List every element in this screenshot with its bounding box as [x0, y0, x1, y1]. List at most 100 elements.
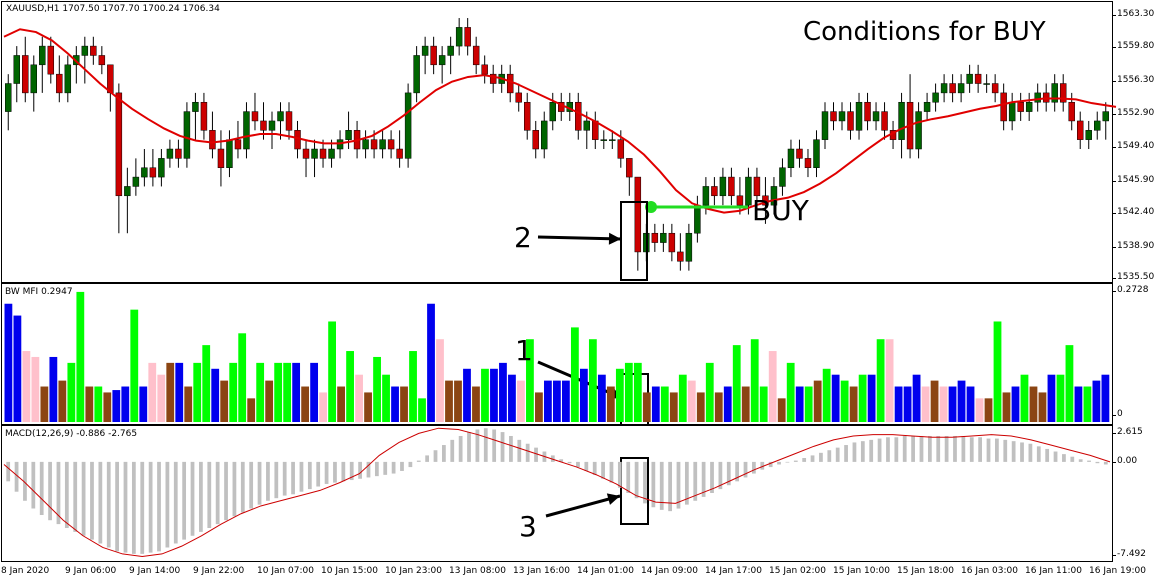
mfi-bar [588, 339, 597, 422]
candle-body [813, 139, 820, 168]
candle-body [702, 186, 710, 206]
signal-box-price [620, 201, 648, 281]
mfi-bar [606, 386, 615, 422]
macd-pane[interactable] [1, 425, 1113, 562]
candle-body [932, 92, 939, 103]
mfi-bar [499, 362, 507, 422]
candle-body [728, 176, 735, 197]
candle-body [1059, 83, 1067, 103]
mfi-bar [813, 380, 822, 422]
time-tick: 15 Jan 02:00 [769, 566, 826, 576]
candle-body [940, 83, 948, 94]
candle-body [668, 232, 676, 253]
mfi-bar [732, 345, 741, 422]
time-tick: 14 Jan 17:00 [705, 566, 762, 576]
candle-body [957, 83, 965, 94]
candle-body [64, 64, 72, 94]
annotation-1: 1 [515, 334, 533, 367]
mfi-bar [31, 356, 40, 422]
mfi-bar [786, 362, 795, 422]
time-tick: 16 Jan 19:00 [1089, 566, 1146, 576]
mfi-bar [750, 339, 759, 422]
candle-body [285, 111, 293, 131]
annotation-3: 3 [519, 510, 537, 543]
candle-body [838, 111, 846, 122]
candle-body [5, 83, 12, 112]
candle-body [30, 64, 38, 94]
mfi-bar [993, 321, 1002, 422]
candle-body [175, 148, 182, 159]
mfi-bar [319, 392, 328, 422]
mfi-bar [247, 398, 256, 422]
mfi-bar [741, 386, 750, 422]
candle-body [694, 204, 701, 234]
candle-body [183, 111, 191, 159]
signal-box-macd [620, 457, 649, 525]
time-tick: 16 Jan 03:00 [961, 566, 1018, 576]
mfi-bar [669, 392, 678, 422]
macd-signal-line [3, 427, 1111, 558]
symbol-header: XAUUSD,H1 1707.50 1707.70 1700.24 1706.3… [6, 4, 220, 14]
mfi-bar [975, 398, 984, 422]
mfi-bar [777, 398, 786, 422]
mfi-bar [103, 392, 112, 422]
mfi-bar [283, 362, 292, 422]
candle-body [1051, 83, 1058, 103]
candle-body [277, 111, 284, 122]
candle-body [124, 186, 131, 197]
candle-body [575, 101, 582, 131]
mfi-bar [696, 392, 705, 422]
mfi-bar [238, 333, 247, 422]
mfi-bar [903, 386, 912, 422]
mfi-bar [382, 374, 390, 422]
candle-body [549, 101, 556, 122]
candle-body [1008, 101, 1016, 122]
candle-body [464, 27, 471, 47]
mfi-bar [939, 386, 948, 422]
candle-body [200, 101, 208, 131]
candle-body [226, 139, 233, 168]
mfi-bar [768, 351, 777, 422]
price-tick: 1545.90 [1112, 175, 1155, 185]
annotation-2: 2 [514, 221, 532, 254]
price-axis: 1563.30 1559.80 1556.30 1552.90 1549.40 … [1112, 1, 1163, 283]
mfi-bar [85, 386, 94, 422]
mfi-bar [193, 362, 202, 422]
candle-body [98, 55, 106, 66]
mfi-bar [1029, 386, 1038, 422]
mfi-bar [624, 362, 633, 422]
candle-body [421, 45, 429, 56]
mfi-bar [508, 374, 516, 422]
candle-body [1025, 101, 1033, 112]
candle-body [328, 148, 335, 159]
mfi-bar [544, 380, 552, 422]
mfi-bar [615, 368, 624, 422]
mfi-bar [894, 386, 903, 422]
candle-body [787, 148, 795, 168]
mfi-bar [58, 380, 67, 422]
candle-body [1094, 120, 1101, 131]
candle-body [634, 176, 642, 253]
candle-body [1102, 111, 1109, 122]
mfi-bar [1065, 345, 1074, 422]
mfi-bar [310, 362, 319, 422]
candle-body [107, 64, 114, 94]
candle-body [745, 176, 752, 206]
mfi-bar [94, 386, 103, 422]
mfi-bar [553, 380, 561, 422]
mfi-bar [436, 339, 444, 422]
mfi-bar [346, 351, 354, 422]
candle-body [149, 167, 157, 178]
mfi-bar [705, 362, 714, 422]
mfi-bar [49, 356, 58, 422]
candle-body [430, 45, 437, 66]
price-tick: 1549.40 [1112, 141, 1155, 151]
candle-body [447, 45, 454, 56]
candle-body [234, 139, 242, 150]
candle-body [438, 55, 446, 66]
time-tick: 13 Jan 08:00 [449, 566, 506, 576]
mfi-bar [678, 374, 687, 422]
mfi-bar [885, 339, 894, 422]
mfi-bar [660, 386, 669, 422]
